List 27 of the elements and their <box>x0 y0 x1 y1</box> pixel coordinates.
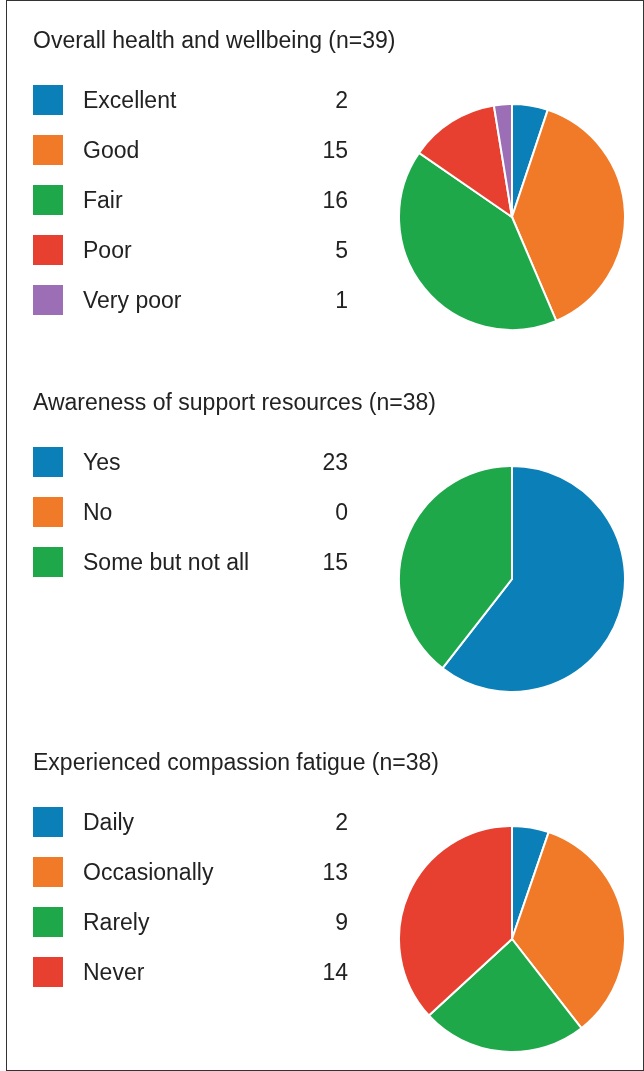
data-label: 2 <box>334 808 348 836</box>
legend-label: Rarely <box>83 908 151 936</box>
legend-label: Good <box>83 136 141 164</box>
legend-label: Yes <box>83 448 122 476</box>
data-label: 13 <box>321 858 348 886</box>
legend-label: Never <box>83 958 146 986</box>
data-label: 1 <box>334 286 348 314</box>
data-label: 2 <box>334 86 348 114</box>
chart-title: Experienced compassion fatigue (n=38) <box>33 749 439 776</box>
data-label: 14 <box>321 958 348 986</box>
legend-label: Very poor <box>83 286 183 314</box>
data-label: 15 <box>321 136 348 164</box>
chart-title: Awareness of support resources (n=38) <box>33 389 436 416</box>
legend-label: Fair <box>83 186 124 214</box>
data-label: 15 <box>321 548 348 576</box>
legend-label: No <box>83 498 114 526</box>
data-label: 23 <box>321 448 348 476</box>
chart-title: Overall health and wellbeing (n=39) <box>33 27 396 54</box>
data-label: 5 <box>334 236 348 264</box>
data-label: 16 <box>321 186 348 214</box>
text: 0 <box>335 498 348 525</box>
legend-label: Some but not all <box>83 548 251 576</box>
legend-label: Daily <box>83 808 136 836</box>
legend-label: Poor <box>83 236 133 264</box>
legend-label: Excellent <box>83 86 178 114</box>
legend-label: Occasionally <box>83 858 215 886</box>
data-label: 9 <box>334 908 348 936</box>
